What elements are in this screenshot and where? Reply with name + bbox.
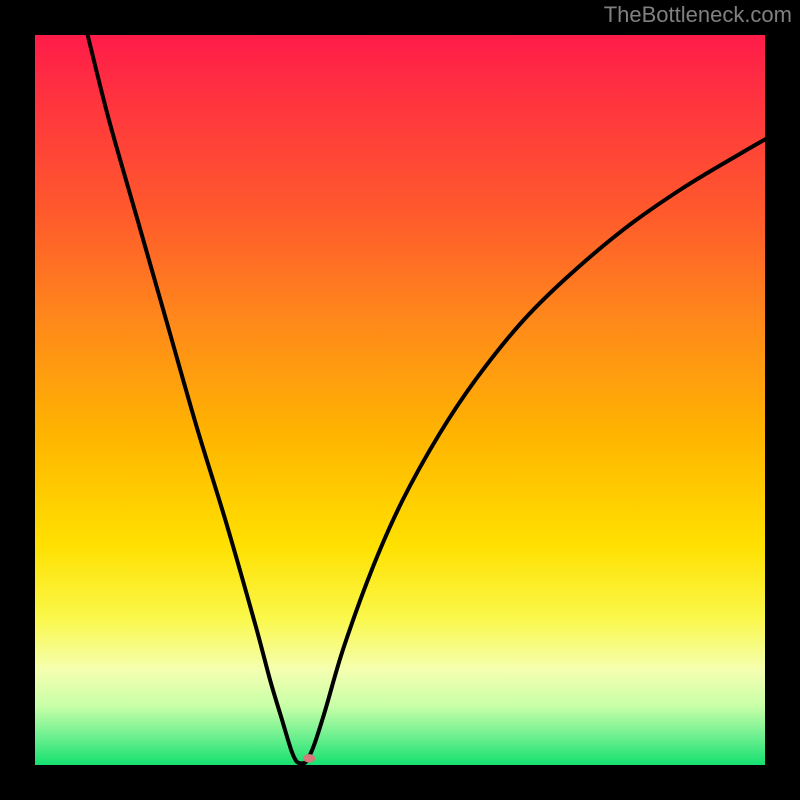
gradient-background: [35, 30, 770, 765]
minimum-marker: [303, 754, 315, 762]
chart-svg: [0, 0, 800, 800]
bottleneck-chart: TheBottleneck.com: [0, 0, 800, 800]
